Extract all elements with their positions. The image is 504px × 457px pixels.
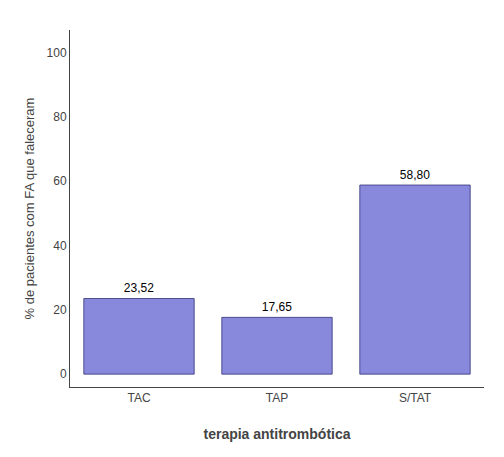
svg-text:23,52: 23,52: [124, 281, 154, 295]
svg-text:0: 0: [60, 367, 67, 381]
svg-text:40: 40: [53, 239, 67, 253]
svg-text:TAP: TAP: [266, 391, 288, 405]
svg-text:20: 20: [53, 303, 67, 317]
svg-text:% de pacientes com FA que fale: % de pacientes com FA que faleceram: [22, 98, 37, 320]
svg-text:17,65: 17,65: [262, 300, 292, 314]
svg-text:terapia antitrombótica: terapia antitrombótica: [203, 426, 350, 442]
svg-text:100: 100: [47, 46, 67, 60]
svg-text:58,80: 58,80: [400, 168, 430, 182]
svg-text:60: 60: [53, 174, 67, 188]
svg-text:TAC: TAC: [127, 391, 150, 405]
svg-text:80: 80: [53, 110, 67, 124]
svg-text:S/TAT: S/TAT: [399, 391, 432, 405]
